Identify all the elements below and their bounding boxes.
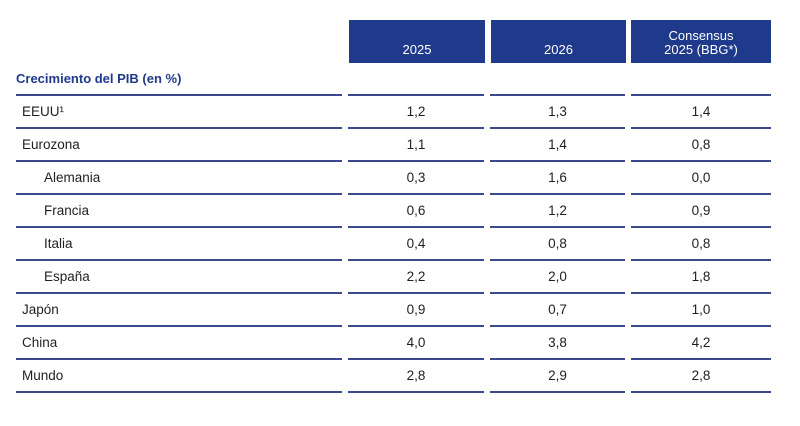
column-header-consensus: Consensus 2025 (BBG*) <box>631 20 771 63</box>
value-cell: 1,2 <box>490 193 625 226</box>
value-cell: 0,8 <box>631 226 771 259</box>
value-cell: 3,8 <box>490 325 625 358</box>
value-cell: 1,2 <box>348 94 484 127</box>
value-cell: 0,4 <box>348 226 484 259</box>
column-header-2026: 2026 <box>491 20 626 63</box>
value-cell: 2,8 <box>631 358 771 391</box>
value-cell: 1,0 <box>631 292 771 325</box>
value-cell: 0,3 <box>348 160 484 193</box>
value-cell: 1,1 <box>348 127 484 160</box>
table-title: Crecimiento del PIB (en %) <box>16 71 182 86</box>
value-cell: 1,6 <box>490 160 625 193</box>
row-label: Italia <box>16 226 342 259</box>
row-label: Alemania <box>16 160 342 193</box>
value-cell: 2,9 <box>490 358 625 391</box>
column-header-label: 2026 <box>544 42 573 57</box>
value-cell: 0,0 <box>631 160 771 193</box>
value-cell: 0,6 <box>348 193 484 226</box>
divider <box>490 391 625 393</box>
column-header-2025: 2025 <box>349 20 485 63</box>
value-cell: 1,8 <box>631 259 771 292</box>
row-label: Japón <box>16 292 342 325</box>
value-cell: 1,4 <box>631 94 771 127</box>
value-cell: 1,3 <box>490 94 625 127</box>
value-cell: 1,4 <box>490 127 625 160</box>
value-cell: 0,8 <box>631 127 771 160</box>
column-header-label: 2025 <box>402 42 432 57</box>
value-cell: 0,8 <box>490 226 625 259</box>
value-cell: 2,8 <box>348 358 484 391</box>
value-cell: 2,0 <box>490 259 625 292</box>
row-label: Francia <box>16 193 342 226</box>
divider <box>16 391 342 393</box>
divider <box>631 391 771 393</box>
row-label: EEUU¹ <box>16 94 342 127</box>
row-label: Eurozona <box>16 127 342 160</box>
value-cell: 4,0 <box>348 325 484 358</box>
value-cell: 2,2 <box>348 259 484 292</box>
row-label: China <box>16 325 342 358</box>
row-label: España <box>16 259 342 292</box>
divider <box>348 391 484 393</box>
value-cell: 0,9 <box>348 292 484 325</box>
value-cell: 4,2 <box>631 325 771 358</box>
row-label: Mundo <box>16 358 342 391</box>
value-cell: 0,9 <box>631 193 771 226</box>
column-header-label: Consensus 2025 (BBG*) <box>664 27 738 57</box>
value-cell: 0,7 <box>490 292 625 325</box>
